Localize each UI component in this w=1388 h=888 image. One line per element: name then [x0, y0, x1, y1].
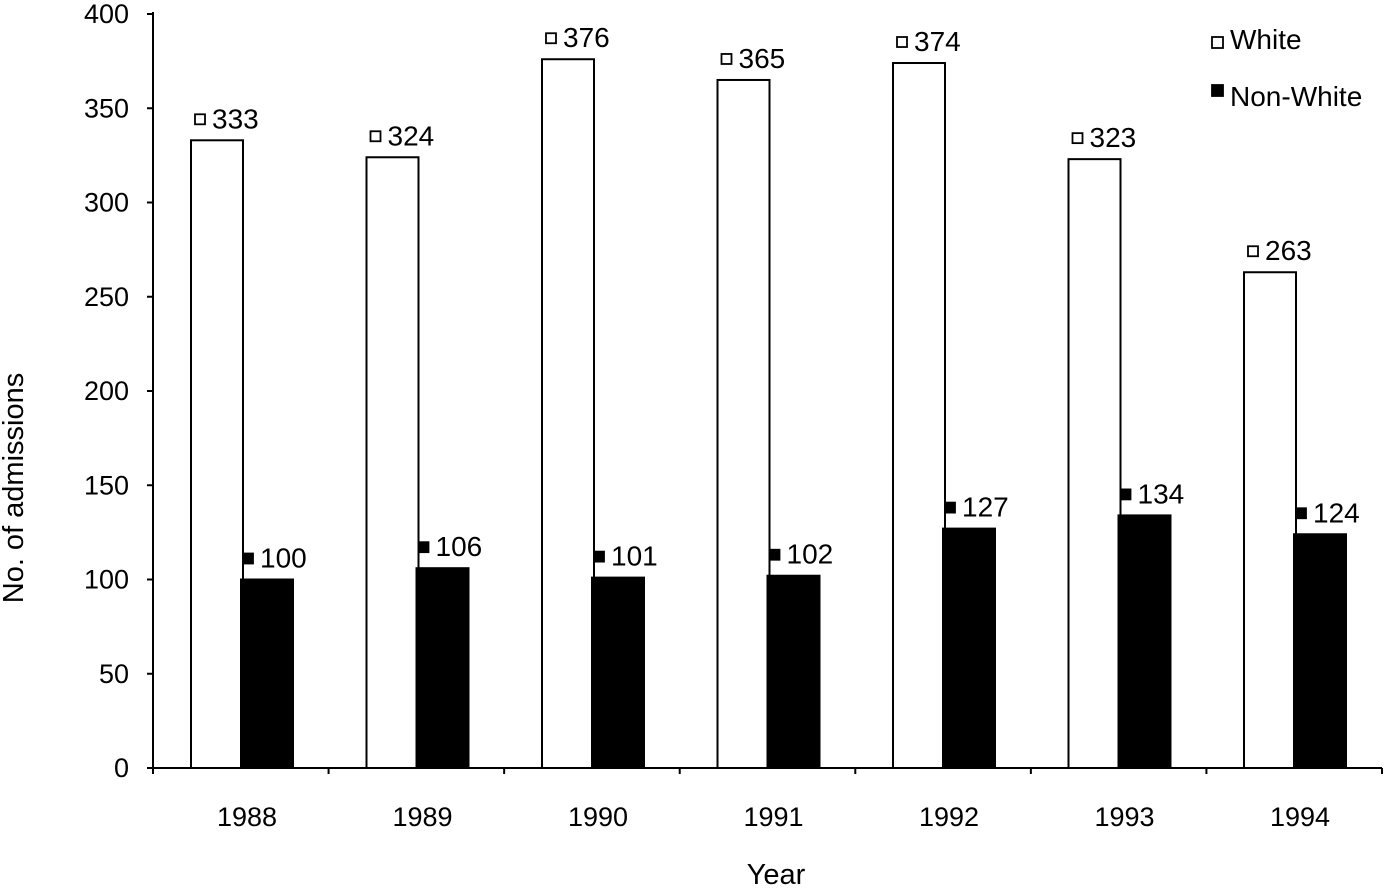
- y-tick-label: 50: [99, 659, 129, 689]
- nonwhite-marker: [242, 552, 254, 565]
- white-value-label: 376: [563, 22, 610, 53]
- nonwhite-marker: [1295, 507, 1307, 520]
- white-value-label: 365: [739, 43, 786, 74]
- y-tick-label: 350: [84, 93, 129, 123]
- white-marker: [1071, 132, 1084, 145]
- x-tick-label: 1993: [1094, 802, 1154, 832]
- nonwhite-marker: [944, 501, 956, 514]
- white-marker: [896, 36, 908, 48]
- bars: [190, 58, 1347, 770]
- data-labels: 333 324 376 365 374 323 263 100 106 101 102 127 134 1…: [194, 22, 1360, 574]
- x-tick-label: 1991: [743, 802, 803, 832]
- legend-white-label: White: [1230, 24, 1302, 55]
- x-tick-label: 1994: [1270, 802, 1330, 832]
- legend-white-swatch: [1211, 36, 1224, 49]
- nonwhite-value-label: 124: [1313, 497, 1360, 528]
- nonwhite-value-label: 102: [787, 539, 834, 570]
- nonwhite-bar: [1117, 514, 1172, 769]
- nonwhite-bar: [766, 574, 821, 769]
- white-value-label: 324: [388, 120, 435, 151]
- white-bar: [1243, 271, 1297, 769]
- white-value-label: 263: [1265, 235, 1312, 266]
- x-tick-label: 1988: [217, 802, 277, 832]
- white-value-label: 333: [212, 103, 259, 134]
- x-axis: 1988 1989 1990 1991 1992 1993 1994: [152, 768, 1383, 832]
- nonwhite-value-label: 134: [1138, 478, 1185, 509]
- nonwhite-marker: [1119, 488, 1132, 501]
- legend-nonwhite-label: Non-White: [1230, 81, 1362, 112]
- y-tick-label: 150: [84, 470, 129, 500]
- y-tick-label: 100: [84, 565, 129, 595]
- nonwhite-marker: [593, 550, 605, 563]
- y-tick-label: 300: [84, 188, 129, 218]
- x-axis-title: Year: [747, 859, 806, 888]
- nonwhite-value-label: 127: [962, 492, 1009, 523]
- legend-nonwhite-swatch: [1211, 84, 1224, 97]
- white-marker: [1247, 245, 1259, 258]
- y-tick-label: 400: [84, 0, 129, 29]
- nonwhite-value-label: 101: [611, 541, 658, 572]
- white-marker: [545, 32, 557, 45]
- nonwhite-bar: [591, 576, 645, 769]
- x-tick-label: 1990: [568, 802, 628, 832]
- y-tick-label: 200: [84, 376, 129, 406]
- nonwhite-bar: [415, 567, 470, 769]
- nonwhite-bar: [1293, 533, 1347, 770]
- white-bar: [541, 58, 595, 770]
- white-marker: [194, 113, 206, 126]
- y-axis: 0 50 100 150 200 250 300 350 400: [84, 0, 153, 783]
- axes: [147, 12, 1382, 771]
- legend: White Non-White: [1211, 24, 1362, 112]
- nonwhite-marker: [417, 541, 430, 554]
- white-bar: [190, 139, 244, 770]
- nonwhite-marker: [768, 548, 781, 561]
- white-bar: [716, 78, 771, 770]
- y-axis-title: No. of admissions: [0, 373, 30, 604]
- white-marker: [720, 53, 733, 65]
- nonwhite-bar: [240, 578, 294, 769]
- white-value-label: 323: [1090, 122, 1137, 153]
- white-value-label: 374: [914, 26, 961, 57]
- white-bar: [892, 62, 946, 769]
- y-tick-label: 0: [114, 753, 129, 783]
- nonwhite-value-label: 106: [436, 531, 483, 562]
- white-marker: [369, 130, 382, 143]
- nonwhite-bar: [942, 527, 996, 769]
- x-tick-label: 1989: [392, 802, 452, 832]
- white-bar: [1067, 158, 1122, 769]
- y-tick-label: 250: [84, 282, 129, 312]
- white-bar: [365, 156, 420, 769]
- x-tick-label: 1992: [919, 802, 979, 832]
- nonwhite-value-label: 100: [260, 543, 307, 574]
